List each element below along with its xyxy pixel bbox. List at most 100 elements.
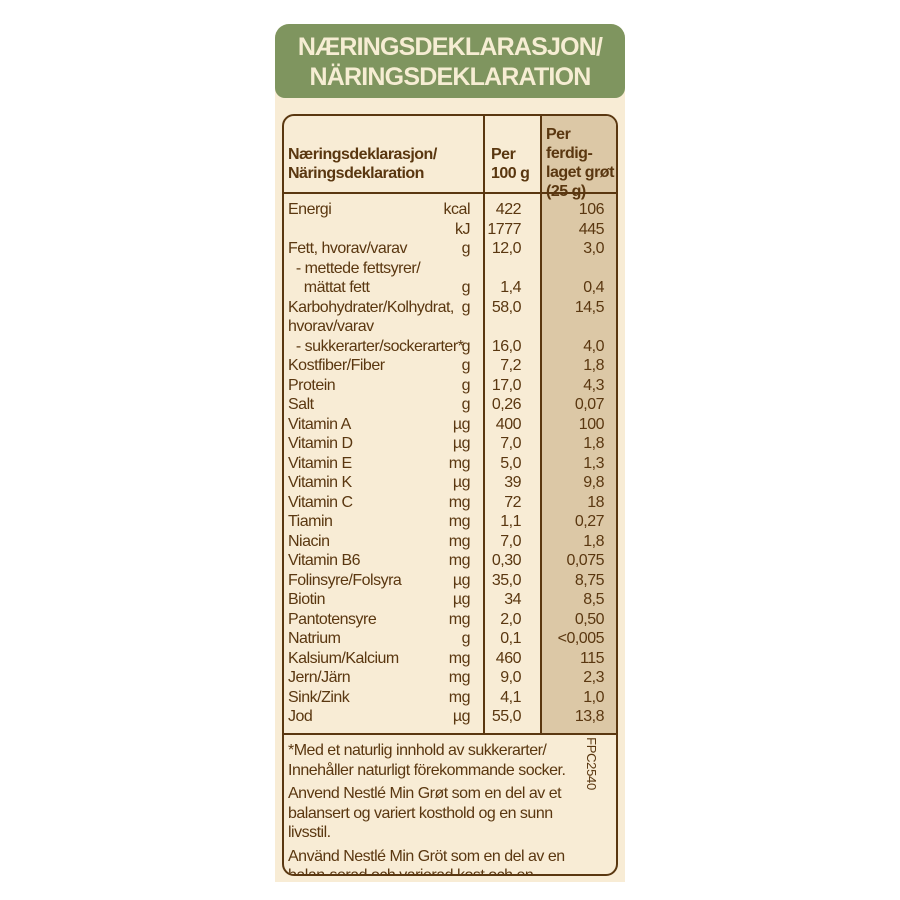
title-line-1: NÆRINGSDEKLARASJON/ (297, 33, 603, 61)
serving-column-shade (542, 116, 616, 735)
value-per-100g: 58,0 (491, 298, 522, 316)
nutrient-label: hvorav/varav (288, 318, 374, 335)
nutrition-panel: NÆRINGSDEKLARASJON/ NÄRINGSDEKLARATION N… (275, 24, 625, 882)
value-per-serving: 4,0 (583, 337, 604, 355)
nutrient-label: Vitamin A (288, 415, 351, 433)
value-per-100g: 1,4 (500, 279, 521, 296)
value-per-serving: 0,27 (574, 513, 605, 530)
nutrient-unit: µg (452, 708, 471, 725)
nutrient-label: Sink/Zink (288, 688, 350, 706)
footnote-sugar: *Med et naturlig innhold av sukkerarter/… (288, 742, 566, 779)
value-per-serving: 1,3 (583, 454, 604, 472)
nutrient-label: Vitamin D (288, 435, 353, 452)
nutrient-label: mättat fett (288, 279, 370, 296)
nutrient-row: Pantotensyre mg 2,0 0,50 (284, 610, 616, 630)
nutrient-label: Jod (288, 708, 313, 725)
nutrient-label: Folinsyre/Folsyra (288, 571, 402, 589)
value-per-100g: 16,0 (491, 337, 522, 355)
title-line-2: NÄRINGSDEKLARATION (309, 63, 592, 91)
column-divider (483, 116, 485, 735)
nutrient-unit: g (461, 357, 471, 374)
nutrient-label: Kalsium/Kalcium (288, 649, 399, 667)
nutrient-row: Fett, hvorav/varav g 12,0 3,0 (284, 239, 616, 259)
nutrient-label: Salt (288, 396, 314, 413)
nutrient-row: - sukkerarter/sockerarter* g 16,0 4,0 (284, 337, 616, 357)
nutrient-unit: µg (452, 415, 471, 433)
value-per-serving: 0,50 (574, 610, 605, 628)
nutrient-label: Vitamin E (288, 454, 352, 472)
nutrient-row: Vitamin A µg 400 100 (284, 415, 616, 435)
nutrient-row: Karbohydrater/Kolhydrat, g 58,0 14,5 (284, 298, 616, 318)
value-per-100g: 39 (504, 474, 521, 491)
value-per-serving: 0,07 (574, 396, 605, 413)
nutrient-unit: mg (448, 513, 471, 530)
value-per-100g: 0,30 (491, 552, 522, 569)
value-per-100g: 0,26 (491, 396, 522, 413)
value-per-100g: 9,0 (500, 669, 521, 686)
value-per-serving: 4,3 (583, 376, 604, 394)
nutrient-label: Tiamin (288, 513, 333, 530)
nutrient-row: mättat fett g 1,4 0,4 (284, 278, 616, 298)
nutrient-label: Energi (288, 201, 332, 218)
value-per-serving: 9,8 (583, 474, 604, 491)
nutrient-row: Niacin mg 7,0 1,8 (284, 532, 616, 552)
value-per-100g: 4,1 (500, 688, 521, 706)
value-per-100g: 12,0 (491, 240, 522, 257)
nutrient-row: Natrium g 0,1 <0,005 (284, 629, 616, 649)
nutrient-label: Vitamin C (288, 493, 353, 511)
nutrient-unit: µg (452, 571, 471, 589)
value-per-100g: 7,0 (500, 435, 521, 452)
nutrient-label: Karbohydrater/Kolhydrat, (288, 298, 454, 316)
nutrient-row: Protein g 17,0 4,3 (284, 376, 616, 396)
nutrient-unit: mg (448, 649, 471, 667)
nutrient-unit: kJ (455, 220, 471, 238)
nutrient-row: Jod µg 55,0 13,8 (284, 707, 616, 727)
value-per-serving: 13,8 (574, 708, 605, 725)
nutrient-unit: g (461, 396, 471, 413)
nutrient-row: Biotin µg 34 8,5 (284, 590, 616, 610)
header-per-serving: Per ferdig-laget grøt (25 g) (546, 126, 614, 200)
nutrient-unit: mg (448, 610, 471, 628)
value-per-100g: 5,0 (500, 454, 521, 472)
nutrient-label: Fett, hvorav/varav (288, 240, 408, 257)
nutrient-row: Salt g 0,26 0,07 (284, 395, 616, 415)
value-per-serving: 14,5 (574, 298, 605, 316)
value-per-serving: 100 (578, 415, 605, 433)
nutrient-row: Energi kcal 422 106 (284, 200, 616, 220)
header-label: Næringsdeklarasjon/Näringsdeklaration (288, 146, 437, 182)
nutrient-unit: mg (448, 532, 471, 550)
nutrient-label: Natrium (288, 630, 341, 647)
footer-divider (284, 733, 616, 735)
value-per-serving: 1,8 (583, 532, 604, 550)
value-per-serving: 0,4 (583, 279, 604, 296)
nutrient-unit: g (461, 279, 471, 296)
nutrient-unit: mg (448, 688, 471, 706)
footnotes: *Med et naturlig innhold av sukkerarter/… (288, 741, 578, 876)
value-per-serving: 115 (579, 649, 605, 667)
nutrient-label: Protein (288, 376, 336, 394)
nutrient-unit: kcal (443, 201, 471, 218)
nutrient-row: Sink/Zink mg 4,1 1,0 (284, 688, 616, 708)
value-per-100g: 17,0 (491, 376, 522, 394)
nutrient-unit: g (461, 376, 471, 394)
nutrient-unit: g (461, 337, 471, 355)
header-divider (284, 192, 616, 194)
value-per-serving: 18 (587, 493, 604, 511)
nutrient-row: Jern/Järn mg 9,0 2,3 (284, 668, 616, 688)
value-per-100g: 1777 (487, 220, 521, 238)
footnote-swedish: Använd Nestlé Min Gröt som en del av en … (288, 847, 565, 876)
value-per-100g: 55,0 (491, 708, 522, 725)
nutrient-label: Jern/Järn (288, 669, 351, 686)
nutrient-row: kJ 1777 445 (284, 220, 616, 240)
nutrition-table: Næringsdeklarasjon/Näringsdeklaration Pe… (282, 114, 618, 876)
nutrient-row: Vitamin K µg 39 9,8 (284, 473, 616, 493)
nutrient-row: Vitamin B6 mg 0,30 0,075 (284, 551, 616, 571)
value-per-serving: 445 (578, 220, 605, 238)
nutrient-unit: g (461, 240, 471, 257)
nutrient-label: Biotin (288, 591, 326, 608)
value-per-serving: 2,3 (583, 669, 604, 686)
value-per-100g: 35,0 (491, 571, 522, 589)
nutrient-row: Kalsium/Kalcium mg 460 115 (284, 649, 616, 669)
value-per-serving: 1,8 (583, 435, 604, 452)
product-code: FPC2540 (584, 737, 600, 790)
